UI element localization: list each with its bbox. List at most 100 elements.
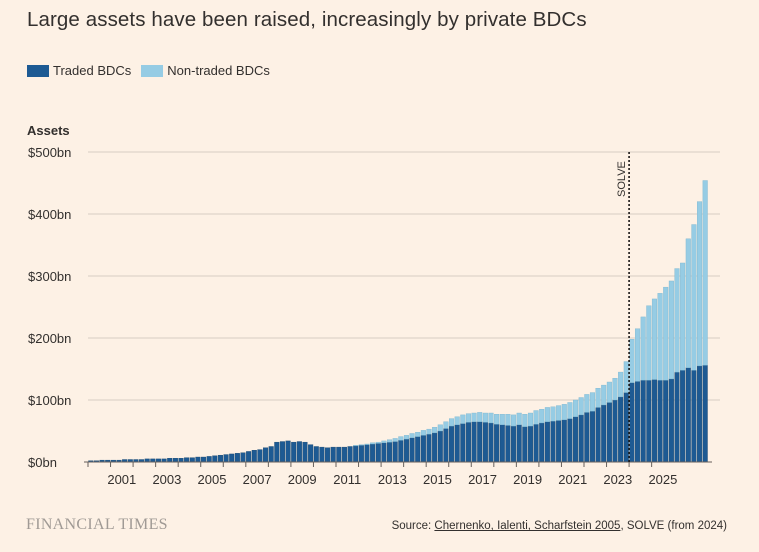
bar-traded	[601, 404, 607, 463]
bar-traded	[674, 371, 680, 463]
bar-traded	[668, 378, 674, 463]
bar-nontraded	[629, 339, 635, 383]
legend-item-traded: Traded BDCs	[27, 63, 131, 78]
bar-nontraded	[398, 436, 404, 441]
bar-nontraded	[668, 280, 674, 380]
bar-traded	[398, 440, 404, 463]
y-axis-title: Assets	[27, 123, 70, 138]
x-tick-label: 2013	[378, 472, 407, 487]
bar-traded	[308, 444, 314, 463]
bar-nontraded	[691, 224, 697, 371]
bar-nontraded	[573, 399, 579, 417]
bar-traded	[274, 441, 280, 463]
bar-traded	[178, 458, 184, 463]
bar-nontraded	[522, 414, 528, 427]
x-tick-label: 2005	[198, 472, 227, 487]
bar-traded	[325, 447, 331, 463]
bar-nontraded	[353, 445, 359, 447]
y-tick-label: $300bn	[28, 269, 71, 284]
bar-traded	[567, 418, 573, 463]
source-link[interactable]: Chernenko, Ialenti, Scharfstein 2005	[434, 520, 621, 532]
bar-nontraded	[482, 412, 488, 423]
source-note: Source: Chernenko, Ialenti, Scharfstein …	[392, 520, 727, 532]
legend: Traded BDCs Non-traded BDCs	[27, 63, 280, 78]
bar-nontraded	[623, 361, 629, 393]
bar-traded	[234, 453, 240, 463]
bar-traded	[347, 446, 353, 463]
ft-logo: FINANCIAL TIMES	[26, 516, 168, 533]
bar-traded	[606, 402, 612, 463]
bar-nontraded	[415, 432, 421, 437]
bar-traded	[370, 443, 376, 463]
bar-nontraded	[589, 392, 595, 412]
bar-traded	[387, 441, 393, 463]
bar-traded	[454, 424, 460, 463]
x-tick-label: 2001	[107, 472, 136, 487]
bar-nontraded	[375, 441, 381, 444]
bar-traded	[302, 441, 308, 463]
bar-traded	[589, 410, 595, 463]
bar-nontraded	[533, 410, 539, 425]
bar-nontraded	[702, 180, 708, 366]
x-tick-label: 2025	[648, 472, 677, 487]
legend-label-nontraded: Non-traded BDCs	[167, 63, 270, 78]
bar-traded	[426, 433, 432, 463]
bar-nontraded	[477, 412, 483, 422]
bar-traded	[522, 426, 528, 463]
x-tick-label: 2017	[468, 472, 497, 487]
bar-traded	[364, 444, 370, 463]
y-tick-label: $400bn	[28, 207, 71, 222]
bar-traded	[212, 455, 218, 463]
bar-traded	[358, 445, 364, 463]
bar-traded	[392, 441, 398, 463]
bar-traded	[505, 425, 511, 463]
bar-traded	[477, 421, 483, 463]
bar-nontraded	[516, 412, 522, 425]
bar-traded	[556, 420, 562, 463]
bar-nontraded	[606, 381, 612, 403]
bar-traded	[516, 424, 522, 463]
x-tick-label: 2015	[423, 472, 452, 487]
bar-nontraded	[454, 416, 460, 425]
bar-traded	[657, 379, 663, 463]
bar-traded	[285, 440, 291, 463]
bar-traded	[415, 436, 421, 463]
bar-traded	[527, 425, 533, 463]
source-suffix: , SOLVE (from 2024)	[620, 520, 727, 532]
bar-nontraded	[358, 444, 364, 446]
x-tick-label: 2011	[333, 472, 361, 487]
bar-traded	[573, 416, 579, 463]
bar-traded	[330, 446, 336, 463]
bar-nontraded	[465, 413, 471, 423]
bar-nontraded	[392, 438, 398, 442]
bar-nontraded	[505, 414, 511, 426]
bar-traded	[488, 422, 494, 463]
bar-traded	[319, 446, 325, 463]
bar-traded	[206, 456, 212, 463]
bar-traded	[443, 428, 449, 463]
bar-traded	[595, 407, 601, 463]
bar-traded	[381, 442, 387, 463]
bar-traded	[533, 423, 539, 463]
bar-traded	[618, 396, 624, 463]
bar-nontraded	[680, 262, 686, 371]
bar-nontraded	[494, 414, 500, 425]
bar-traded	[482, 422, 488, 463]
legend-label-traded: Traded BDCs	[53, 63, 132, 78]
bar-traded	[702, 365, 708, 463]
bar-traded	[680, 370, 686, 463]
bar-traded	[420, 435, 426, 463]
bar-nontraded	[488, 412, 494, 424]
bar-nontraded	[471, 412, 477, 422]
bar-nontraded	[437, 424, 443, 432]
bar-nontraded	[657, 293, 663, 381]
bar-traded	[499, 424, 505, 463]
bar-traded	[189, 457, 195, 463]
bar-nontraded	[640, 316, 646, 381]
bar-traded	[195, 456, 201, 463]
bar-nontraded	[387, 439, 393, 443]
bar-nontraded	[420, 430, 426, 436]
bar-traded	[544, 421, 550, 463]
bar-nontraded	[584, 394, 590, 413]
